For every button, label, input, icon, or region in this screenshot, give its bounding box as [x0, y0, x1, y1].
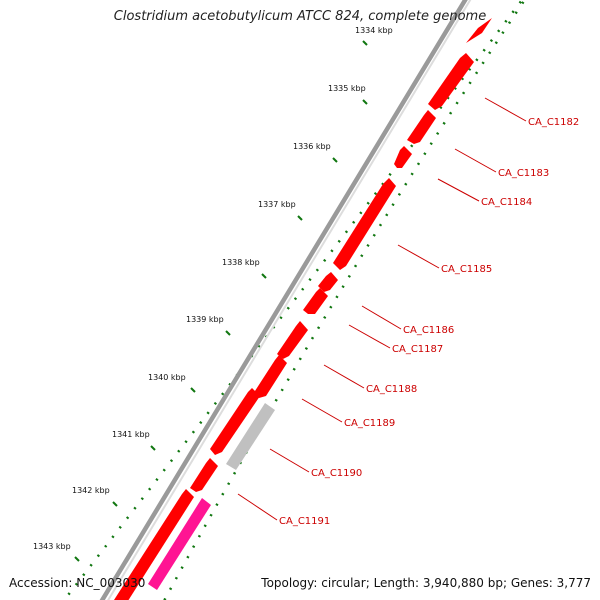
gene-label[interactable]: CA_C1187 [392, 344, 443, 355]
gene-arrow[interactable] [253, 355, 287, 398]
gene-arrow[interactable] [210, 388, 260, 455]
scale-tick-mark [190, 387, 196, 393]
scale-tick-mark [297, 215, 303, 221]
gene-label-leader [454, 148, 497, 173]
genome-title: Clostridium acetobutylicum ATCC 824, com… [113, 9, 487, 24]
gene-features [114, 18, 492, 600]
length-value: 3,940,880 bp [422, 576, 503, 590]
gene-label-leader [484, 97, 527, 122]
genome-backbone [99, 0, 468, 600]
gene-label-leader [301, 398, 343, 423]
scale-tick-mark [225, 330, 231, 336]
topology-value: circular [321, 576, 366, 590]
gene-label-leader [237, 493, 278, 521]
gene-label-leader [323, 364, 365, 389]
gene-arrow[interactable] [428, 53, 474, 110]
scale-tick-label: 1339 kbp [186, 315, 224, 324]
gene-label-leader [361, 305, 402, 330]
gene-label[interactable]: CA_C1189 [344, 418, 395, 429]
genes-value: 3,777 [556, 576, 591, 590]
genome-stats: Topology: circular; Length: 3,940,880 bp… [261, 576, 591, 590]
gene-label[interactable]: CA_C1183 [498, 168, 549, 179]
scale-tick-mark [332, 157, 338, 163]
scale-tick-mark [74, 556, 80, 562]
scale-tick-mark [150, 445, 156, 451]
gene-arrow[interactable] [226, 403, 275, 470]
gene-label[interactable]: CA_C1190 [311, 468, 362, 479]
topology-label: Topology: [261, 576, 318, 590]
inner-dotted-track [163, 0, 527, 600]
scale-tick-label: 1334 kbp [355, 26, 393, 35]
scale-tick-label: 1340 kbp [148, 373, 186, 382]
gene-label[interactable]: CA_C1184 [481, 197, 532, 208]
length-label: Length: [373, 576, 420, 590]
scale-tick-label: 1338 kbp [222, 258, 260, 267]
gene-arrow[interactable] [303, 288, 328, 314]
gene-label-leader [437, 178, 480, 202]
gene-arrow[interactable] [394, 146, 412, 168]
gene-label-leader [397, 244, 440, 269]
scale-tick-label: 1335 kbp [328, 84, 366, 93]
scale-tick-mark [362, 40, 368, 46]
scale-tick-label: 1341 kbp [112, 430, 150, 439]
gene-label-leader [269, 448, 310, 473]
outer-dotted-track [62, 0, 524, 600]
scale-tick-mark [112, 501, 118, 507]
gene-label[interactable]: CA_C1182 [528, 117, 579, 128]
gene-labels: CA_C1182 CA_C1183 CA_C1184 CA_C1185 CA_C1186… [237, 97, 579, 527]
scale-tick-label: 1336 kbp [293, 142, 331, 151]
gene-arrow[interactable] [190, 458, 218, 492]
gene-label[interactable]: CA_C1185 [441, 264, 492, 275]
accession-info: Accession: NC_003030 [9, 576, 145, 590]
gene-label[interactable]: CA_C1191 [279, 516, 330, 527]
gene-arrow-highlighted[interactable] [148, 498, 211, 590]
gene-arrow[interactable] [318, 272, 338, 292]
gene-arrow[interactable] [466, 18, 492, 43]
gene-arrow[interactable] [407, 110, 436, 144]
scale-tick-label: 1337 kbp [258, 200, 296, 209]
gene-arrow[interactable] [277, 321, 308, 359]
accession-label: Accession: [9, 576, 73, 590]
scale-tick-label: 1343 kbp [33, 542, 71, 551]
gene-label[interactable]: CA_C1188 [366, 384, 417, 395]
genome-backbone-highlight [107, 0, 472, 600]
gene-arrow[interactable] [114, 489, 194, 600]
genes-label: Genes: [510, 576, 553, 590]
gene-label-leader [348, 324, 391, 349]
scale-ticks: 1334 kbp 1335 kbp 1336 kbp 1337 kbp 1338 kbp… [33, 26, 393, 562]
scale-tick-mark [261, 273, 267, 279]
gene-label[interactable]: CA_C1186 [403, 325, 454, 336]
gene-arrow[interactable] [333, 178, 396, 270]
accession-value: NC_003030 [76, 576, 146, 590]
scale-tick-mark [362, 99, 368, 105]
scale-tick-label: 1342 kbp [72, 486, 110, 495]
